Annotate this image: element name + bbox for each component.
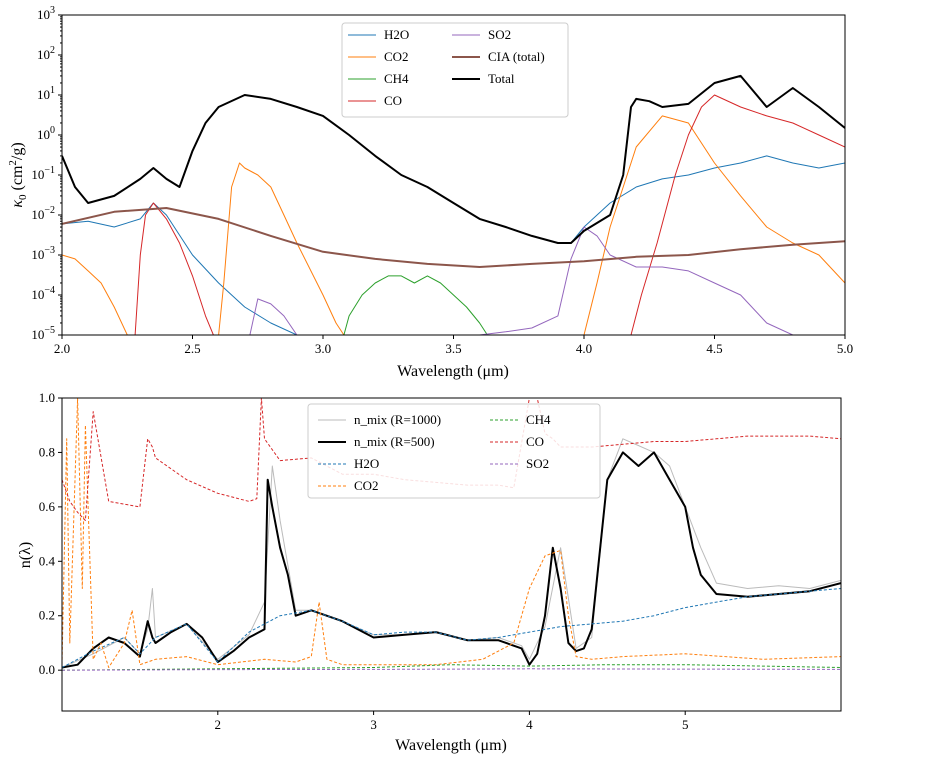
legend-label-h2o: H2O — [384, 27, 409, 42]
n-lambda-legend-box — [307, 403, 601, 499]
n-lambda-legend: n_mix (R=1000) n_mix (R=500) H2O CO2 CH4 CO SO… — [307, 403, 601, 499]
legend-label-co2: CO2 — [354, 478, 379, 493]
legend-label-total: Total — [488, 71, 515, 86]
series-line-co2 — [62, 254, 128, 335]
legend-label-co: CO — [526, 434, 544, 449]
legend-label-co2: CO2 — [384, 49, 409, 64]
series-line-ch4 — [343, 275, 488, 335]
x-tick-label: 2 — [215, 717, 222, 732]
series-line-ch4 — [62, 664, 841, 671]
series-line-so2 — [249, 298, 298, 335]
y-tick-label: 10−2 — [31, 205, 55, 222]
legend-label-cia-total: CIA (total) — [488, 49, 545, 64]
x-tick-label: 5 — [682, 717, 689, 732]
legend-label-n-mix-r-500: n_mix (R=500) — [354, 434, 435, 449]
y-tick-label: 101 — [37, 85, 55, 102]
kappa-series-group — [62, 74, 845, 335]
y-tick-label: 0.8 — [39, 444, 55, 459]
x-tick-label: 3 — [370, 717, 377, 732]
kappa-panel: 2.0 2.5 3.0 3.5 4.0 4.5 5.0 10−510−410−310−210… — [7, 5, 853, 380]
n-lambda-x-axis-label: Wavelength (μm) — [395, 737, 507, 754]
series-line-co2 — [62, 398, 841, 668]
x-tick-label: 2.0 — [54, 341, 70, 356]
kappa-y-label-sub: 0 — [17, 194, 29, 200]
kappa-legend-box — [341, 22, 569, 118]
series-line-co — [630, 94, 845, 335]
y-tick-label: 1.0 — [39, 390, 55, 405]
y-tick-label: 0.6 — [39, 499, 56, 514]
x-tick-label: 4.0 — [576, 341, 592, 356]
kappa-y-label-sup: 2 — [7, 160, 19, 166]
series-line-co2 — [218, 162, 345, 335]
n-lambda-axes-frame — [61, 397, 842, 712]
series-line-h2o — [62, 202, 298, 335]
kappa-y-label-end: /g) — [9, 142, 26, 160]
legend-label-n-mix-r-1000: n_mix (R=1000) — [354, 412, 441, 427]
series-line-co2 — [583, 115, 845, 335]
n-lambda-x-ticks: 2 3 4 5 — [215, 711, 689, 732]
kappa-y-axis-label: κ0 (cm2/g) — [7, 142, 29, 207]
y-tick-label: 0.2 — [39, 608, 55, 623]
x-tick-label: 3.5 — [445, 341, 461, 356]
y-tick-label: 10−3 — [31, 245, 55, 262]
kappa-x-ticks: 2.0 2.5 3.0 3.5 4.0 4.5 5.0 — [54, 335, 853, 356]
series-line-cia-total — [62, 207, 845, 268]
x-tick-label: 4.5 — [706, 341, 722, 356]
legend-label-co: CO — [384, 93, 402, 108]
y-tick-label: 103 — [37, 5, 55, 22]
n-lambda-y-ticks: 0.0 0.2 0.4 0.6 0.8 1.0 — [39, 390, 62, 677]
legend-label-so2: SO2 — [488, 27, 511, 42]
y-tick-label: 10−5 — [31, 325, 55, 342]
x-tick-label: 5.0 — [837, 341, 853, 356]
y-tick-label: 0.4 — [39, 553, 56, 568]
y-tick-label: 10−4 — [31, 285, 55, 302]
series-line-co — [134, 202, 214, 335]
series-line-total — [62, 74, 845, 244]
kappa-y-ticks: 10−5 10−4 10−3 10−2 10−1 100 101 102 103 — [31, 5, 62, 342]
legend-label-ch4: CH4 — [526, 412, 551, 427]
legend-label-h2o: H2O — [354, 456, 379, 471]
n-lambda-y-axis-label: n(λ) — [17, 542, 34, 568]
series-line-so2 — [479, 226, 794, 335]
kappa-y-label-main: κ — [9, 200, 26, 208]
legend-label-so2: SO2 — [526, 456, 549, 471]
kappa-legend: H2O CO2 CH4 CO SO2 CIA (total) Total — [341, 22, 569, 118]
x-tick-label: 3.0 — [315, 341, 331, 356]
kappa-y-label-rest: (cm — [9, 165, 26, 194]
series-line-h2o — [62, 588, 841, 668]
y-tick-label: 10−1 — [31, 165, 55, 182]
series-line-h2o — [570, 155, 845, 244]
legend-label-ch4: CH4 — [384, 71, 409, 86]
y-tick-label: 100 — [37, 125, 55, 142]
x-tick-label: 2.5 — [184, 341, 200, 356]
y-tick-label: 102 — [37, 45, 55, 62]
x-tick-label: 4 — [526, 717, 533, 732]
y-tick-label: 0.0 — [39, 662, 55, 677]
kappa-x-axis-label: Wavelength (μm) — [397, 363, 509, 380]
